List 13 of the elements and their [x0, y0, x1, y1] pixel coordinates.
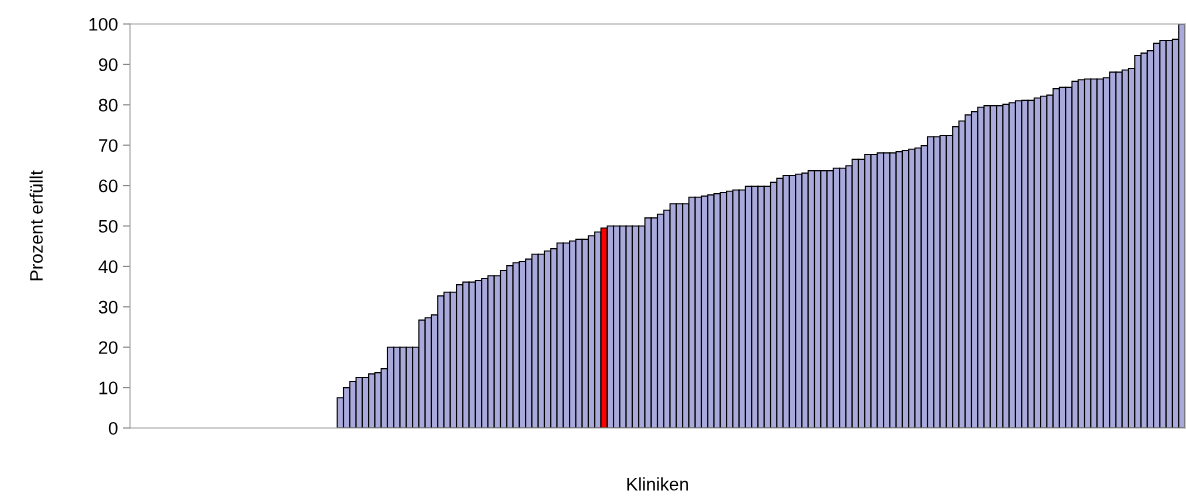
y-tick-label: 80 [98, 98, 118, 112]
y-tick-label: 10 [99, 381, 118, 395]
y-tick-label: 30 [98, 300, 118, 314]
y-tick-label: 70 [99, 139, 118, 152]
y-tick-label: 50 [98, 219, 118, 233]
y-tick-label: 20 [99, 341, 118, 354]
y-tick-label: 100 [89, 17, 118, 31]
y-tick-label: 90 [98, 58, 118, 72]
y-axis-title: Prozent erfüllt [29, 170, 43, 281]
y-tick-label: 0 [108, 421, 118, 435]
y-tick-label: 40 [98, 260, 118, 274]
y-tick-label: 60 [99, 179, 118, 193]
x-axis-title: Kliniken [627, 477, 688, 491]
